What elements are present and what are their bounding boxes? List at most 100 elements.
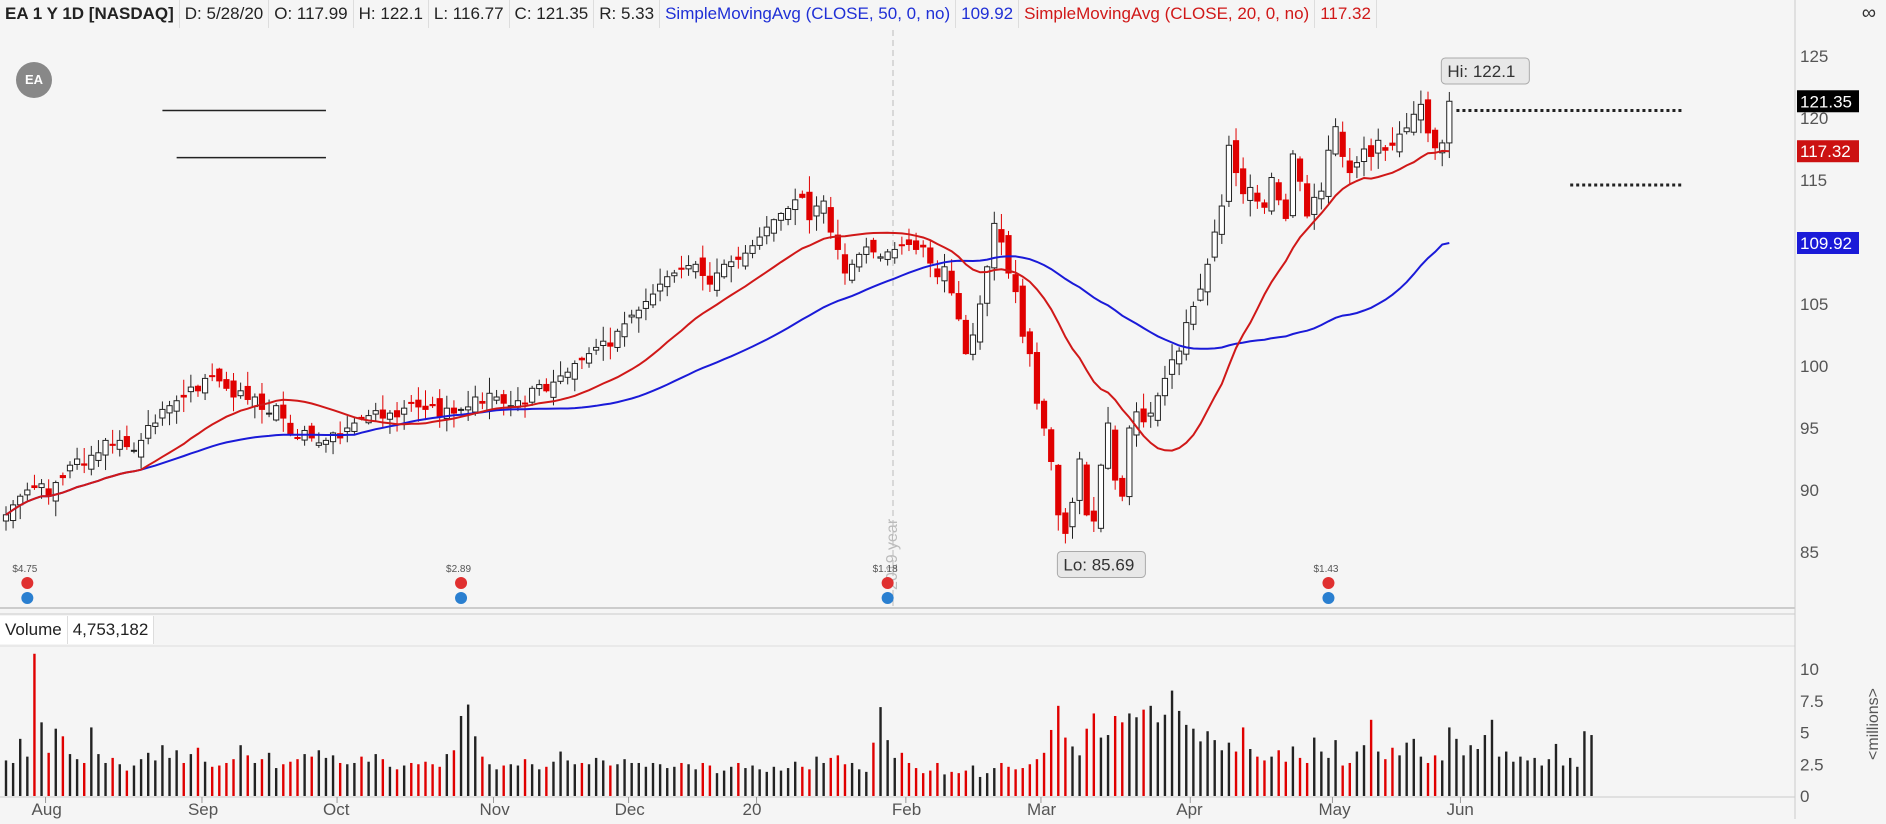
- sma50-value: 109.92: [956, 0, 1020, 28]
- candle-body: [102, 439, 109, 456]
- dividend-label: $4.75: [12, 564, 37, 575]
- high-annotation-box: [1440, 57, 1530, 85]
- candle: [564, 367, 571, 385]
- candle-body: [1147, 412, 1154, 417]
- volume-bar: [772, 766, 776, 796]
- candle-body: [457, 408, 465, 411]
- candle-body: [1112, 429, 1119, 481]
- candle: [699, 245, 706, 291]
- candle: [1119, 475, 1126, 502]
- candle-body: [1382, 147, 1389, 151]
- volume-bar: [1121, 722, 1124, 796]
- candle: [792, 188, 799, 226]
- volume-bar: [338, 762, 342, 796]
- volume-bar: [1398, 755, 1401, 796]
- candle-body: [1403, 127, 1410, 133]
- volume-bar: [872, 742, 875, 796]
- candle-body: [912, 240, 920, 250]
- volume-bar: [715, 773, 719, 796]
- volume-bar: [466, 704, 470, 796]
- volume-tick-label: 0: [1800, 787, 1809, 806]
- candle: [1190, 301, 1197, 331]
- candle: [678, 255, 685, 279]
- volume-tick-label: 2.5: [1800, 755, 1824, 774]
- candle-body: [1240, 168, 1247, 195]
- candle-body: [1033, 352, 1041, 404]
- candle-body: [493, 396, 500, 401]
- candle-body: [1005, 235, 1012, 274]
- volume-bar: [1192, 728, 1195, 796]
- volume-bar: [68, 754, 72, 796]
- symbol-label[interactable]: EA 1 Y 1D [NASDAQ]: [0, 0, 180, 28]
- earnings-marker: [881, 577, 894, 589]
- candle: [1090, 496, 1097, 532]
- candle-body: [372, 410, 379, 415]
- candle: [1012, 259, 1019, 304]
- candle: [1339, 121, 1346, 168]
- candle: [770, 218, 777, 242]
- volume-bar: [381, 759, 385, 796]
- volume-bar: [1441, 760, 1444, 796]
- volume-bar: [1199, 741, 1202, 796]
- candle-body: [31, 485, 38, 489]
- volume-bar: [1042, 752, 1046, 796]
- candle: [600, 326, 607, 361]
- volume-bar: [900, 752, 904, 796]
- volume-bar: [1099, 737, 1103, 796]
- sma50-label[interactable]: SimpleMovingAvg (CLOSE, 50, 0, no): [660, 0, 957, 28]
- candle-body: [728, 261, 735, 268]
- candle-body: [1261, 202, 1268, 208]
- volume-bar: [1462, 755, 1465, 796]
- volume-bar: [808, 769, 811, 796]
- sma50-line: [5, 242, 1450, 516]
- candle-body: [856, 253, 863, 268]
- volume-bar: [168, 757, 171, 796]
- volume-bar: [452, 750, 456, 796]
- candle-body: [529, 387, 536, 403]
- candle: [1446, 91, 1453, 159]
- candle-body: [486, 392, 493, 411]
- candle: [237, 382, 244, 399]
- volume-bar: [737, 762, 740, 796]
- close-label: C: 121.35: [510, 0, 595, 28]
- volume-bar: [1305, 762, 1309, 796]
- candle: [280, 391, 287, 432]
- draw-tool-icon[interactable]: ∞: [1861, 2, 1876, 24]
- candle: [130, 442, 138, 454]
- volume-bar: [964, 770, 968, 796]
- volume-bar: [161, 745, 164, 796]
- volume-bar: [1313, 737, 1316, 796]
- volume-bar: [232, 759, 235, 796]
- volume-bar: [879, 707, 882, 796]
- volume-bar: [139, 759, 143, 796]
- candle-body: [237, 390, 244, 397]
- candle: [1396, 121, 1403, 158]
- volume-bar: [822, 762, 825, 796]
- volume-bar: [1135, 717, 1138, 796]
- earnings-marker: [21, 577, 34, 589]
- volume-bar: [758, 769, 761, 796]
- sma20-line: [5, 149, 1450, 516]
- candle-body: [927, 247, 934, 264]
- candle-body: [955, 293, 962, 320]
- candle: [1261, 199, 1268, 214]
- volume-bar: [630, 762, 633, 796]
- candle: [692, 260, 699, 279]
- volume-bar: [1085, 728, 1088, 796]
- candle: [870, 237, 877, 259]
- volume-bar: [1014, 769, 1017, 796]
- high-annotation-label: Hi: 122.1: [1447, 62, 1515, 81]
- volume-bar: [865, 771, 868, 796]
- sma20-label[interactable]: SimpleMovingAvg (CLOSE, 20, 0, no): [1019, 0, 1316, 28]
- candle-body: [614, 330, 621, 348]
- volume-bar: [210, 766, 214, 796]
- candle-body: [841, 254, 849, 274]
- candle-body: [991, 222, 998, 269]
- volume-label[interactable]: Volume: [0, 616, 68, 644]
- volume-bar: [1497, 756, 1501, 796]
- candle: [1126, 425, 1133, 506]
- dividend-label: $1.43: [1313, 564, 1338, 575]
- candle: [1048, 427, 1055, 471]
- volume-bar: [1533, 757, 1536, 796]
